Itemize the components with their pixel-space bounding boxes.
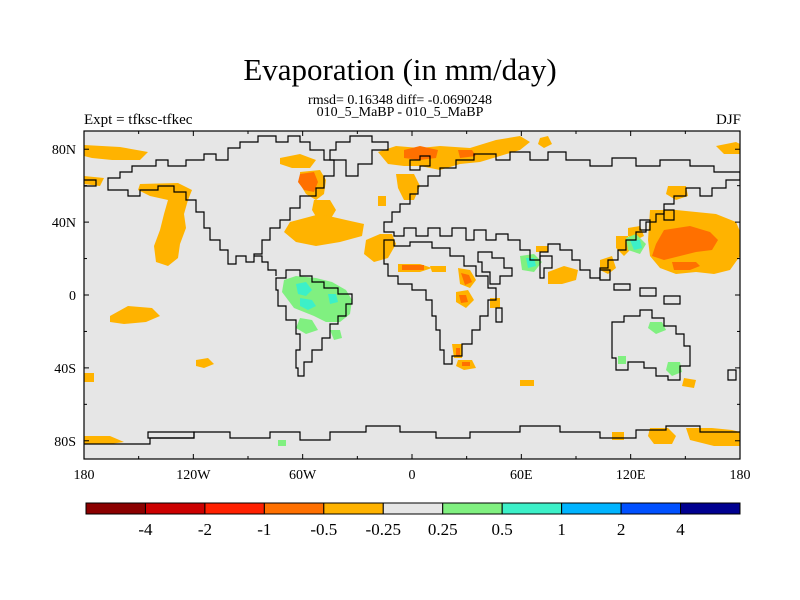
y-tick-label: 80S (54, 435, 76, 450)
colorbar-swatch (442, 502, 503, 515)
x-tick-labels: 180 120W 60W 0 60E 120E 180 (74, 468, 751, 483)
colorbar-labels: -4 -2 -1 -0.5 -0.25 0.25 0.5 1 2 4 (138, 520, 685, 539)
colorbar-label: -0.5 (310, 520, 337, 539)
x-tick-label: 120W (176, 468, 211, 483)
colorbar-label: -4 (138, 520, 153, 539)
strong-negative-anomaly-regions (298, 146, 718, 366)
y-tick-label: 40N (52, 216, 76, 231)
y-tick-label: 80N (52, 143, 76, 158)
colorbar-swatch (204, 502, 265, 515)
x-tick-label: 180 (730, 468, 751, 483)
x-tick-marks (83, 131, 741, 459)
colorbar-swatch (561, 502, 622, 515)
plot-title: Evaporation (in mm/day) (243, 52, 557, 87)
y-tick-marks (84, 148, 740, 442)
colorbar-swatch (85, 502, 146, 515)
colorbar-swatch (323, 502, 384, 515)
colorbar-label: -2 (198, 520, 212, 539)
y-tick-labels: 80N 40N 0 40S 80S (52, 143, 76, 450)
y-tick-label: 40S (54, 362, 76, 377)
colorbar-label: 0.25 (428, 520, 458, 539)
colorbar-label: 1 (557, 520, 566, 539)
evaporation-contours (84, 136, 740, 446)
y-tick-label: 0 (69, 289, 76, 304)
experiment-label: Expt = tfksc-tfkec (84, 112, 193, 128)
colorbar (85, 502, 741, 515)
cases-line: 010_5_MaBP - 010_5_MaBP (316, 105, 484, 120)
colorbar-swatch (144, 502, 206, 515)
x-tick-label: 60W (289, 468, 317, 483)
x-tick-label: 0 (409, 468, 416, 483)
x-tick-label: 180 (74, 468, 95, 483)
colorbar-label: 4 (676, 520, 685, 539)
x-tick-label: 60E (510, 468, 533, 483)
colorbar-swatch (680, 502, 741, 515)
x-tick-label: 120E (616, 468, 646, 483)
colorbar-swatch (620, 502, 682, 515)
season-label: DJF (715, 112, 741, 128)
coastlines (84, 135, 740, 445)
colorbar-swatch (382, 502, 444, 515)
colorbar-swatch (263, 502, 325, 515)
colorbar-label: 2 (617, 520, 626, 539)
colorbar-label: -1 (257, 520, 271, 539)
colorbar-swatch (501, 502, 563, 515)
strong-positive-anomaly-regions (296, 240, 642, 310)
colorbar-label: -0.25 (366, 520, 401, 539)
stats-line: rmsd= 0.16348 diff= -0.0690248 (308, 93, 492, 108)
colorbar-label: 0.5 (492, 520, 513, 539)
